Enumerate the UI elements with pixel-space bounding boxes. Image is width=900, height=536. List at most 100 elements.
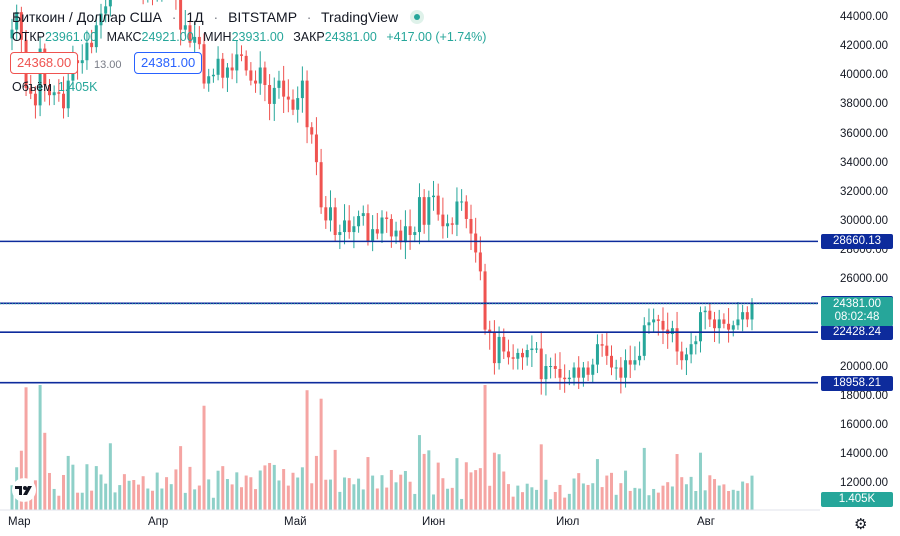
volume-bar: [689, 476, 693, 510]
candle: [62, 93, 66, 109]
candle: [286, 96, 290, 100]
candle: [713, 319, 717, 329]
volume-bar: [436, 462, 440, 510]
volume-bar: [717, 485, 721, 510]
volume-bar: [450, 487, 454, 510]
volume-bar: [94, 466, 98, 510]
candle: [188, 25, 192, 43]
candle: [361, 213, 365, 217]
candle: [670, 328, 674, 335]
volume-bar: [188, 466, 192, 510]
volume-bar: [595, 459, 599, 510]
volume-bar: [591, 483, 595, 510]
volume-bar: [183, 492, 187, 510]
candle: [656, 319, 660, 321]
volume-bar: [469, 472, 473, 510]
candle: [586, 367, 590, 375]
volume-bar: [586, 484, 590, 510]
volume-bar: [207, 479, 211, 510]
candle: [230, 67, 234, 71]
volume-bar: [506, 484, 510, 510]
candle: [300, 80, 304, 99]
candle: [432, 195, 436, 198]
high-value: 24921.00: [141, 30, 194, 44]
candle: [99, 13, 103, 26]
candle: [57, 92, 61, 94]
candle: [497, 336, 501, 364]
volume-bar: [619, 483, 623, 510]
volume-bar: [581, 483, 585, 510]
volume-bar: [361, 489, 365, 510]
volume-bar: [122, 474, 126, 510]
symbol-header[interactable]: Биткоин / Доллар США · 1Д · BITSTAMP · T…: [12, 9, 424, 25]
level-price-tag: 22428.24: [821, 325, 893, 341]
buy-button[interactable]: 24381.00: [134, 52, 203, 74]
symbol-name: Биткоин / Доллар США: [12, 9, 162, 25]
volume-bar: [441, 478, 445, 510]
candle: [310, 127, 314, 135]
candle: [403, 226, 407, 243]
candle: [736, 319, 740, 326]
volume-bar: [670, 486, 674, 510]
volume-bar: [85, 464, 89, 510]
volume-bar: [300, 467, 304, 510]
spread-value: 13.00: [94, 59, 122, 71]
candle: [202, 44, 206, 84]
candle: [600, 344, 604, 346]
candle: [516, 352, 520, 359]
candle: [731, 325, 735, 330]
sell-button[interactable]: 24368.00: [10, 52, 79, 74]
gear-icon[interactable]: ⚙: [854, 516, 868, 533]
candle: [343, 220, 347, 233]
candle: [436, 195, 440, 215]
candle: [408, 226, 412, 235]
bar-countdown: 08:02:48: [834, 310, 880, 323]
candle: [642, 325, 646, 356]
candle: [474, 233, 478, 253]
volume-bar: [521, 492, 525, 510]
volume-bar: [647, 495, 651, 510]
candle: [239, 54, 243, 56]
volume-bar: [211, 497, 215, 510]
candle: [268, 84, 272, 104]
volume-label: Объём: [12, 80, 52, 94]
level-price-tag: 18958.21: [821, 375, 893, 391]
volume-bar: [352, 484, 356, 510]
volume-bar: [680, 477, 684, 510]
volume-bar: [118, 485, 122, 510]
candle: [319, 162, 323, 208]
volume-bar: [403, 470, 407, 510]
price-tick-label: 36000.00: [840, 127, 888, 140]
volume-bar: [488, 485, 492, 510]
candle: [352, 226, 356, 233]
price-tick-label: 44000.00: [840, 11, 888, 23]
price-tick-label: 40000.00: [840, 69, 888, 82]
candle: [727, 323, 731, 330]
tradingview-logo-icon[interactable]: [10, 478, 38, 502]
candle: [324, 207, 328, 221]
candle: [338, 232, 342, 235]
open-label: ОТКР: [12, 30, 45, 44]
candle: [675, 328, 679, 352]
candle: [207, 76, 211, 84]
candle: [628, 360, 632, 365]
candle: [371, 229, 375, 241]
candle: [258, 67, 262, 84]
candle: [375, 229, 379, 234]
candle: [277, 80, 281, 88]
candle: [722, 319, 726, 324]
volume-bar: [80, 492, 84, 510]
interval[interactable]: 1Д: [186, 9, 204, 25]
volume-bar: [661, 485, 665, 510]
volume-bar: [497, 454, 501, 510]
horizontal-levels[interactable]: [0, 240, 818, 384]
candle: [689, 344, 693, 355]
candle: [558, 368, 562, 378]
volume-bar: [535, 489, 539, 510]
candle: [577, 367, 581, 378]
volume-bar: [638, 488, 642, 510]
candle: [417, 197, 421, 233]
candle: [52, 92, 56, 96]
volume-bar: [511, 496, 515, 510]
